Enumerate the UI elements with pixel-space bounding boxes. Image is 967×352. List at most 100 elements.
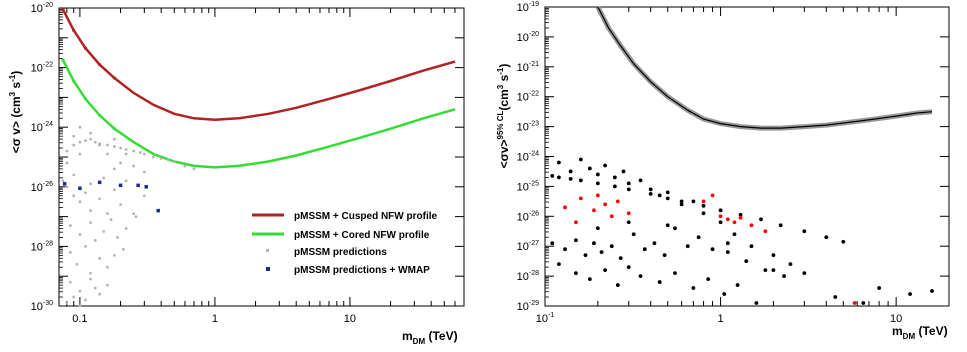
profile-curve: [61, 8, 456, 122]
data-point: [124, 148, 128, 151]
data-point: [183, 164, 187, 168]
data-point: [557, 262, 561, 267]
data-point: [109, 218, 113, 221]
y-tick-label: 10-29: [517, 300, 539, 313]
data-point: [609, 244, 614, 249]
data-point: [72, 295, 76, 299]
legend-label-cusped: pMSSM + Cusped NFW profile: [294, 211, 437, 222]
data-point: [119, 161, 122, 165]
data-point: [112, 167, 116, 171]
data-point: [782, 274, 786, 278]
data-point: [574, 238, 578, 243]
data-point: [615, 199, 620, 204]
data-point: [595, 226, 600, 231]
data-point: [638, 178, 643, 183]
data-point: [725, 250, 730, 255]
plot-frame-right: [544, 6, 950, 307]
data-point: [124, 152, 128, 156]
data-point: [119, 146, 122, 150]
data-point: [102, 176, 106, 180]
data-point: [587, 166, 592, 171]
data-point: [759, 217, 763, 222]
data-point: [603, 163, 608, 168]
y-tick-label: 10-28: [31, 240, 53, 253]
wmap-point: [118, 183, 123, 188]
data-point: [106, 265, 109, 269]
data-point: [744, 259, 749, 264]
data-point: [93, 239, 97, 242]
data-point: [861, 301, 866, 305]
data-point: [595, 181, 600, 186]
curve-point: [61, 58, 65, 62]
data-point: [626, 265, 631, 270]
limit-curve: [597, 6, 933, 129]
data-point: [142, 152, 146, 156]
data-point: [550, 174, 555, 178]
data-point: [852, 301, 857, 305]
data-point: [788, 262, 793, 267]
x-tick-label: 1: [212, 313, 218, 325]
data-point: [841, 239, 846, 244]
data-point: [738, 212, 743, 217]
data-point: [78, 233, 82, 236]
curve-point: [98, 63, 102, 67]
y-tick-label: 10-20: [31, 2, 53, 15]
data-point: [574, 271, 578, 276]
curve-point: [83, 97, 88, 101]
data-point: [626, 211, 631, 216]
data-point: [603, 268, 608, 273]
data-point: [78, 289, 82, 293]
data-point: [138, 151, 142, 154]
data-point: [72, 194, 76, 198]
data-point: [84, 191, 87, 195]
data-point: [102, 230, 106, 233]
y-tick-label: 10-20: [517, 31, 539, 44]
data-point: [679, 202, 684, 207]
data-point: [124, 179, 128, 183]
data-point: [877, 286, 882, 290]
data-point: [612, 175, 617, 180]
data-point: [599, 250, 604, 255]
data-point: [65, 301, 69, 305]
data-point: [134, 215, 138, 219]
data-point: [68, 224, 72, 227]
data-point: [609, 214, 614, 219]
data-point: [802, 229, 807, 234]
data-point: [673, 271, 677, 276]
y-tick-label: 10-24: [31, 121, 53, 134]
data-point: [116, 236, 119, 239]
data-point: [98, 256, 102, 260]
data-point: [578, 178, 583, 183]
data-point: [89, 131, 93, 135]
data-point: [691, 199, 696, 204]
wmap-point: [78, 186, 82, 191]
data-point: [833, 295, 838, 299]
data-point: [718, 220, 723, 225]
data-point: [75, 262, 79, 266]
data-point: [657, 280, 662, 284]
curve-point: [61, 7, 65, 12]
left-series-curves: [61, 7, 456, 169]
data-point: [192, 167, 196, 171]
data-point: [706, 277, 711, 281]
data-point: [112, 137, 116, 141]
data-point: [106, 212, 109, 216]
data-point: [84, 245, 87, 248]
data-point: [78, 152, 82, 156]
y-tick-label: 10-28: [517, 270, 539, 283]
data-point: [722, 292, 727, 296]
curve-point: [112, 127, 116, 131]
data-point: [159, 157, 163, 160]
data-point: [763, 229, 768, 234]
data-point: [119, 203, 122, 207]
curve-point: [83, 46, 88, 50]
wmap-point: [97, 180, 102, 185]
data-point: [621, 169, 626, 174]
data-point: [763, 268, 768, 273]
data-point: [710, 193, 715, 198]
y-tick-label: 10-26: [517, 210, 539, 223]
curve-point: [112, 76, 116, 80]
data-point: [89, 182, 93, 186]
data-point: [642, 247, 647, 252]
left-axis-ticks: 0.1 1 10 10-20 10-22 10-24 10-26 10-28 10-30: [31, 2, 465, 325]
